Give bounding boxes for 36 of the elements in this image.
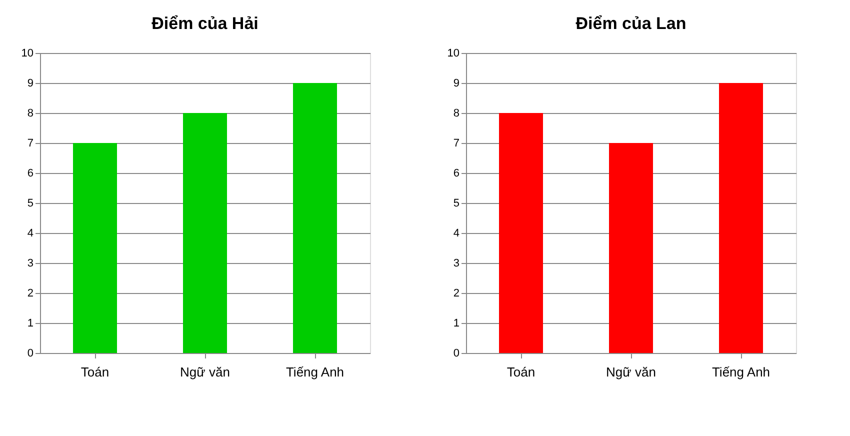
y-tick-label: 2 [453,288,460,300]
bar [183,113,227,353]
bar [73,143,117,353]
x-tick-label: Ngữ văn [180,364,230,380]
y-tick-label: 9 [453,78,460,90]
chart-title: Điểm của Lan [576,14,686,33]
y-tick-label: 8 [27,108,34,120]
y-tick-label: 7 [27,138,34,150]
y-tick-label: 8 [453,108,460,120]
y-tick-label: 10 [447,48,460,60]
y-tick-label: 3 [453,258,460,270]
y-tick-label: 6 [27,168,34,180]
bar [609,143,653,353]
x-tick-label: Tiếng Anh [712,364,770,380]
y-tick-label: 6 [453,168,460,180]
y-tick-label: 0 [453,348,460,360]
bar [293,83,337,353]
x-tick-label: Tiếng Anh [286,364,344,380]
x-tick-label: Toán [80,364,110,380]
y-tick-label: 5 [453,198,460,210]
bar [499,113,543,353]
chart-title: Điểm của Hải [152,14,258,33]
y-tick-label: 4 [453,228,460,240]
y-tick-label: 10 [21,48,34,60]
y-tick-label: 1 [453,318,460,330]
y-tick-label: 3 [27,258,34,270]
bar [719,83,763,353]
y-tick-label: 7 [453,138,460,150]
y-tick-label: 1 [27,318,34,330]
y-tick-label: 9 [27,78,34,90]
y-tick-label: 5 [27,198,34,210]
y-tick-label: 4 [27,228,34,240]
x-tick-label: Toán [506,364,536,380]
y-tick-label: 0 [27,348,34,360]
y-tick-label: 2 [27,288,34,300]
x-tick-label: Ngữ văn [606,364,656,380]
